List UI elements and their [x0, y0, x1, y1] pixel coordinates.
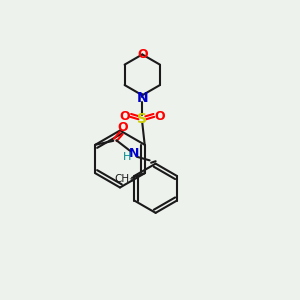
- Text: H: H: [123, 152, 131, 162]
- Text: O: O: [137, 48, 148, 61]
- Text: CH₃: CH₃: [115, 174, 134, 184]
- Text: S: S: [137, 112, 147, 126]
- Text: O: O: [117, 121, 128, 134]
- Text: O: O: [154, 110, 165, 123]
- Text: N: N: [128, 147, 139, 160]
- Text: O: O: [120, 110, 130, 123]
- Text: N: N: [136, 91, 148, 105]
